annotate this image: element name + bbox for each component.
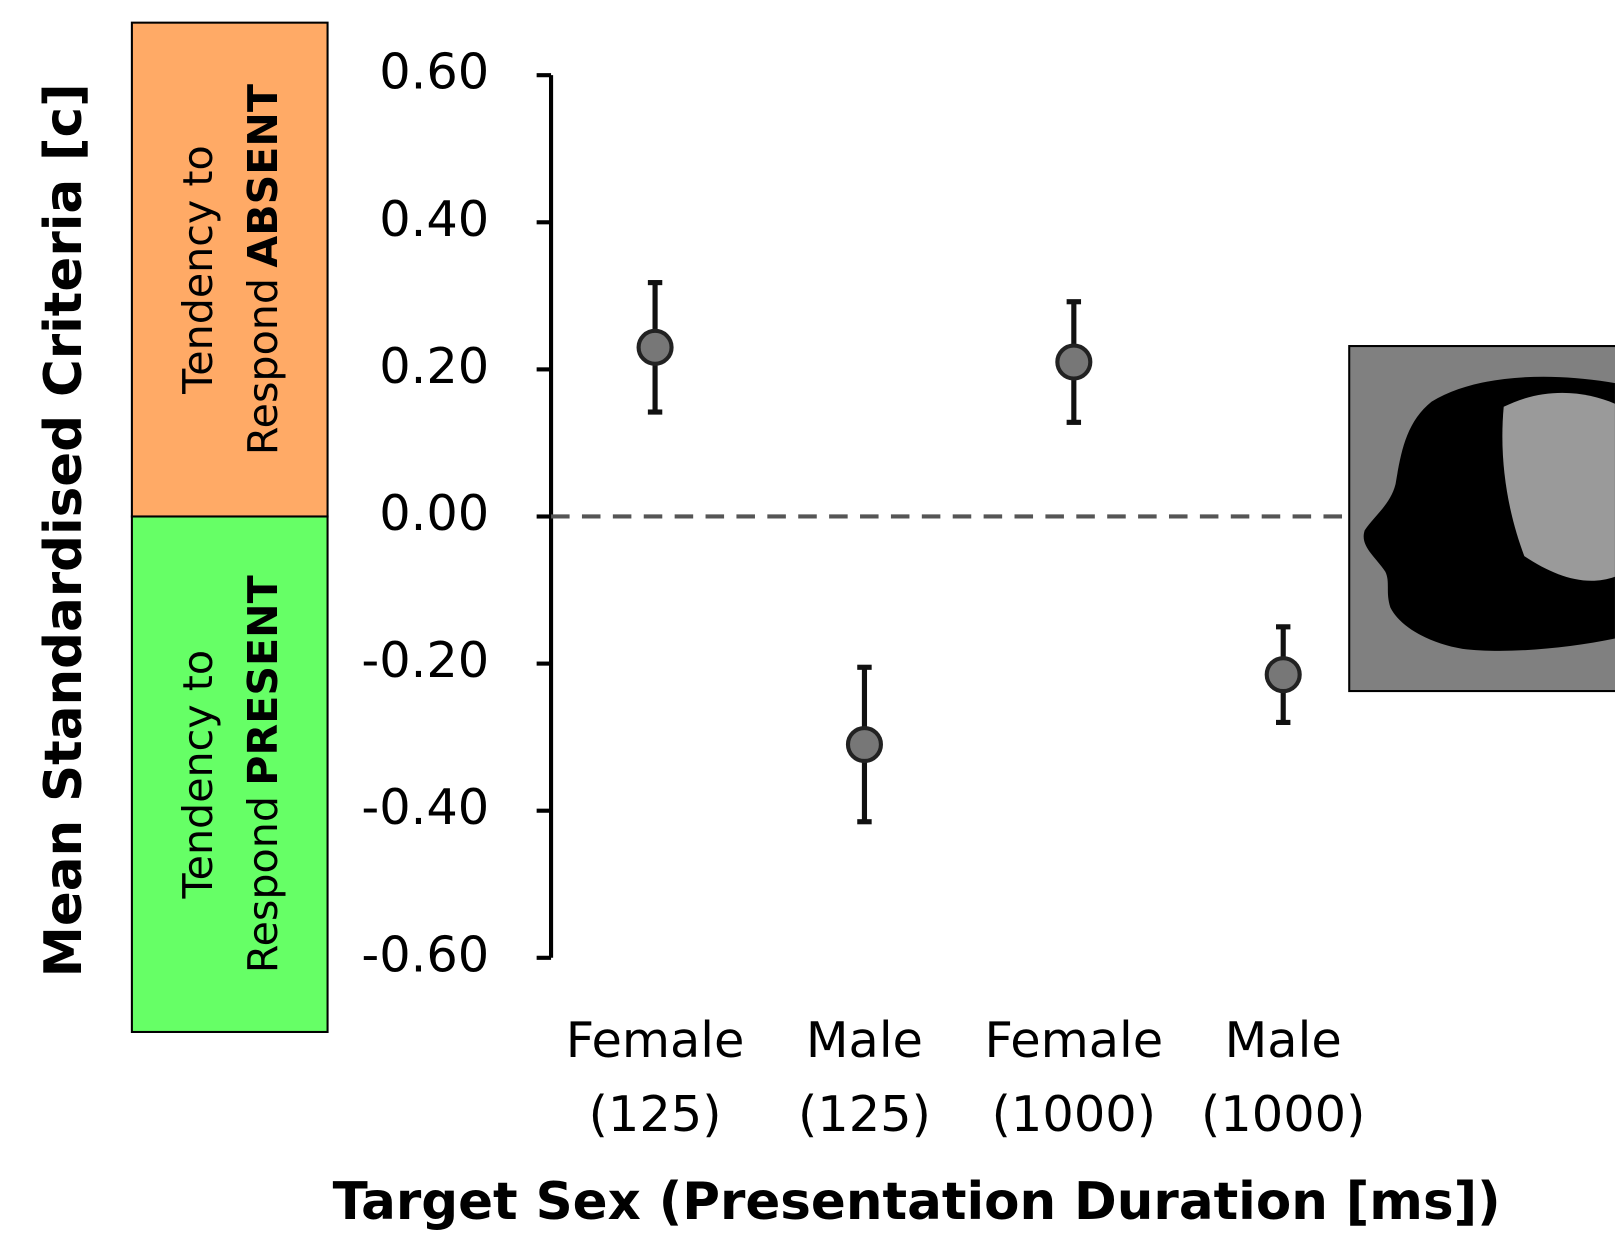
y-tick-label: 0.00 [379, 484, 489, 542]
panel-text-part: Respond [239, 278, 287, 455]
point [1264, 656, 1302, 694]
panel-text: Respond PRESENT [239, 575, 287, 973]
point [1055, 343, 1093, 381]
x-tick-label: (1000) [1201, 1085, 1365, 1143]
y-tick-label: -0.40 [361, 778, 489, 836]
point [636, 328, 674, 366]
x-tick-label: (125) [589, 1085, 722, 1143]
x-tick-label: Female [566, 1011, 745, 1069]
x-tick-label: Male [806, 1011, 923, 1069]
y-tick-label: 0.60 [379, 43, 489, 101]
panel-text-part: ABSENT [239, 84, 287, 268]
face-image [1348, 345, 1615, 693]
x-tick-label: (1000) [992, 1085, 1156, 1143]
panel [130, 21, 329, 518]
panel-text: Tendency to [174, 145, 222, 395]
x-tick-label: (125) [798, 1085, 931, 1143]
panel-text-part: PRESENT [239, 575, 287, 785]
panel [130, 515, 329, 1033]
point [845, 725, 883, 764]
panel-text: Tendency to [174, 650, 222, 900]
panel-text-part: Respond [239, 796, 287, 973]
y-tick-label: -0.20 [361, 631, 489, 689]
y-tick-label: 0.40 [379, 190, 489, 248]
panel-text: Respond ABSENT [239, 84, 287, 455]
y-tick-label: 0.20 [379, 337, 489, 395]
x-axis-title: Target Sex (Presentation Duration [ms]) [333, 1172, 1501, 1232]
x-tick-label: Male [1225, 1011, 1342, 1069]
y-tick-label: -0.60 [361, 925, 489, 983]
y-axis-title: Mean Standardised Criteria [c] [34, 83, 94, 977]
x-tick-label: Female [984, 1011, 1163, 1069]
